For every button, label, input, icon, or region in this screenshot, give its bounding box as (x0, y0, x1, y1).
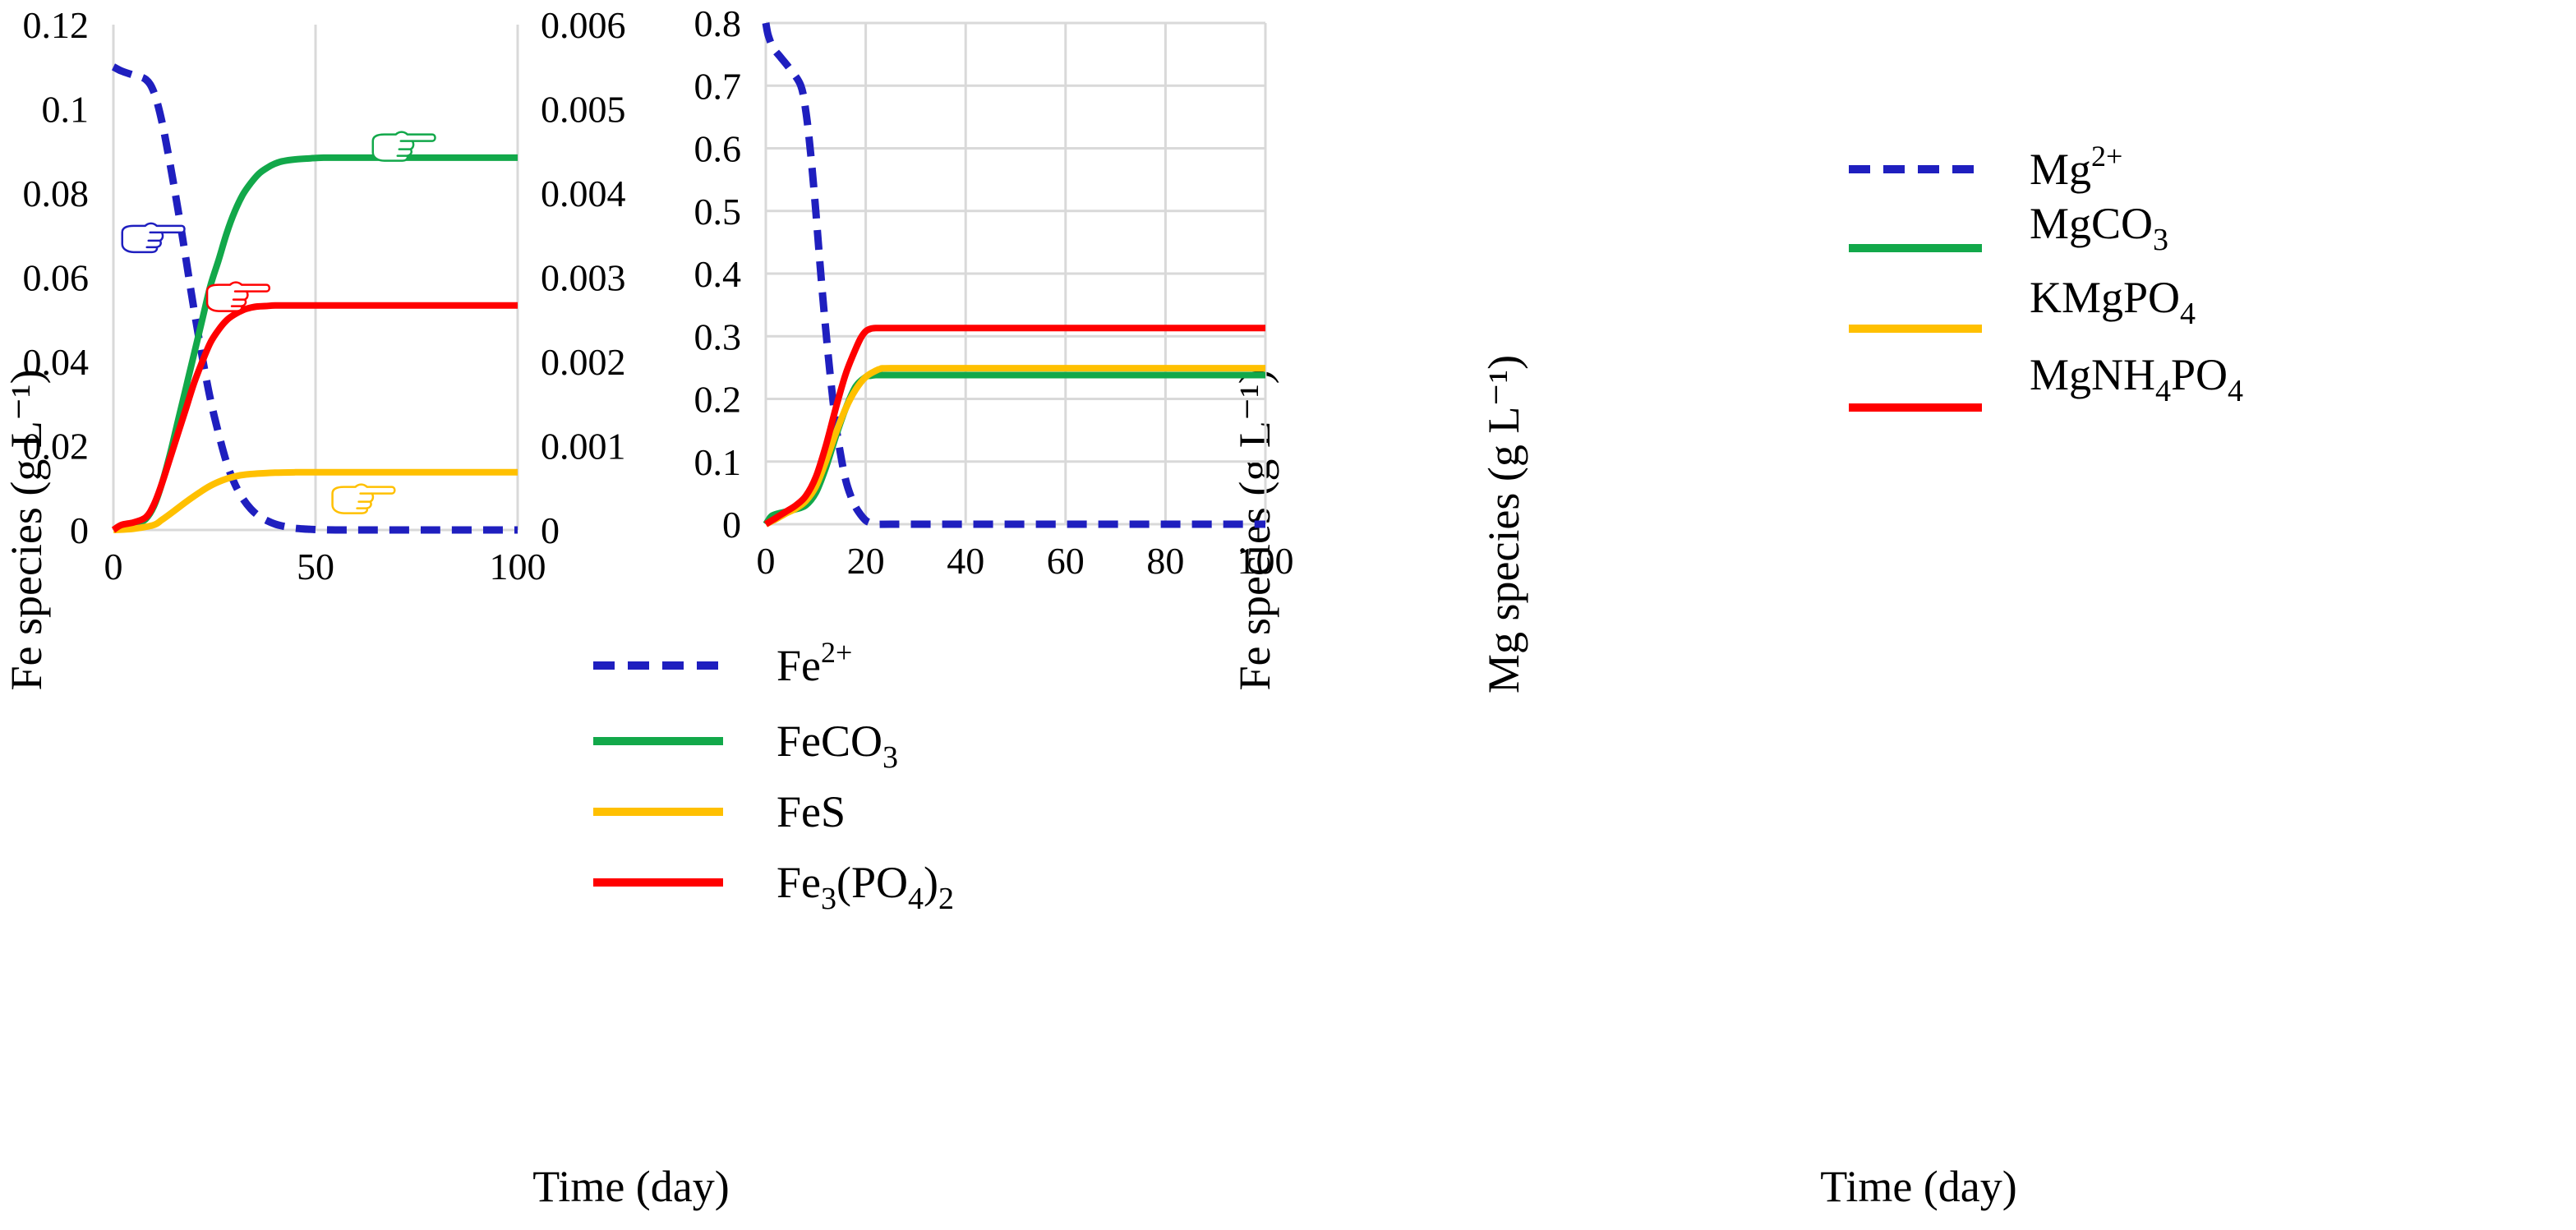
fe-x-tick-label-100: 100 (490, 546, 546, 587)
mg-gridlines (766, 21, 1267, 524)
legend-item-fes: FeS (593, 787, 846, 836)
legend-label-mg2plus: Mg2+ (2030, 140, 2122, 194)
fe-y-right-tick-label-0-003: 0.003 (541, 257, 626, 299)
mg-tick-labels: 0 20 40 60 80 100 0 0.1 0.2 0.3 0.4 0.5 0.6 0.7 0.8 (694, 2, 1294, 582)
fe-y-axis-title-left: Fe species (g L⁻¹) (2, 369, 51, 690)
mg-y-tick-label-0-2: 0.2 (694, 379, 742, 421)
series-line-fes (113, 468, 518, 533)
mg-y-tick-label-0: 0 (722, 504, 741, 546)
fe-y-tick-label-0-1: 0.1 (42, 89, 90, 131)
fe-x-tick-label-50: 50 (297, 546, 334, 587)
fe-y-tick-label-0-06: 0.06 (23, 257, 90, 299)
legend-label-fe2plus-main: Fe (776, 641, 821, 690)
fe-y-right-tick-label-0-001: 0.001 (541, 426, 626, 468)
fe-x-axis-title: Time (day) (532, 1162, 730, 1211)
legend-label-feco3-main: FeCO (776, 716, 882, 766)
fe-y-right-tick-label-0-006: 0.006 (541, 4, 626, 46)
legend-label-mgco3: MgCO3 (2030, 199, 2168, 257)
legend-item-fe3po42: Fe3(PO4)2 (593, 858, 954, 916)
series-line-mg2 (762, 22, 1265, 528)
pointer-fes-icon (331, 483, 396, 514)
fe-gridlines (314, 25, 519, 530)
mg-x-tick-label-40: 40 (947, 540, 984, 582)
mg-x-tick-label-20: 20 (847, 540, 885, 582)
legend-label-feco3-sub: 3 (882, 740, 898, 775)
mg-y-tick-label-0-3: 0.3 (694, 316, 742, 357)
legend-label-feco3: FeCO3 (776, 716, 898, 775)
mg-y-tick-label-0-4: 0.4 (694, 253, 742, 295)
series-line-mgnh4po4 (763, 325, 1265, 527)
mg-y-tick-label-0-8: 0.8 (694, 2, 742, 44)
mg-y-tick-label-0-7: 0.7 (694, 65, 742, 107)
legend-label-fes: FeS (776, 787, 846, 836)
legend-label-fe2plus-sup: 2+ (821, 636, 852, 669)
fe-tick-labels: 0 50 10000.020.040.060.080.10.1200.0010.00… (23, 4, 626, 587)
legend-item-kmgpo4: KMgPO4 (1849, 273, 2196, 333)
legend-label-fe3po42: Fe3(PO4)2 (776, 858, 954, 916)
fe-y-tick-label-0-08: 0.08 (23, 173, 90, 214)
fe-series-group (111, 63, 518, 534)
legend-item-mg2plus: Mg2+ (1849, 140, 2122, 194)
legend-item-feco3: FeCO3 (593, 716, 898, 775)
fe-x-tick-label-0: 0 (104, 546, 123, 587)
fe-y-tick-label-0: 0 (70, 509, 89, 551)
fe-y-tick-label-0-02: 0.02 (23, 426, 90, 468)
fe-pointer-annotations (121, 131, 436, 514)
pointer-fe2plus-icon (121, 222, 186, 254)
fe-y-right-tick-label-0: 0 (541, 509, 560, 551)
fe-y-right-tick-label-0-004: 0.004 (541, 173, 626, 214)
legend-item-mgnh4po4: MgNH4PO4 (1849, 350, 2243, 412)
mg-y-tick-label-0-6: 0.6 (694, 128, 742, 170)
mg-series-group (762, 22, 1266, 528)
fe-legend: Fe2+ FeCO3 FeS Fe3(PO4)2 (593, 636, 954, 916)
legend-item-fe2plus: Fe2+ (593, 636, 852, 690)
legend-label-mgnh4po4: MgNH4PO4 (2030, 350, 2243, 408)
fe-axes (112, 25, 518, 532)
series-line-fe3-po4-2 (111, 302, 518, 533)
mg-y-tick-label-0-1: 0.1 (694, 441, 742, 483)
mg-chart: 0 20 40 60 80 100 0 0.1 0.2 0.3 0.4 0.5 0.6 0.7 0.8 Ti… (694, 2, 2244, 1211)
mg-x-tick-label-0: 0 (757, 540, 776, 582)
legend-label-kmgpo4: KMgPO4 (2030, 273, 2196, 331)
fe-y-axis-title-right: Fe species (g L⁻¹) (1230, 369, 1279, 690)
fe-y-right-tick-label-0-002: 0.002 (541, 341, 626, 383)
mg-x-tick-label-60: 60 (1047, 540, 1085, 582)
fe-y-tick-label-0-12: 0.12 (23, 4, 90, 46)
legend-label-fe2plus: Fe2+ (776, 636, 852, 690)
mg-x-tick-label-100: 100 (1237, 540, 1294, 582)
mg-x-axis-title: Time (day) (1820, 1162, 2017, 1211)
fe-y-right-tick-label-0-005: 0.005 (541, 89, 626, 131)
mg-x-tick-label-80: 80 (1146, 540, 1184, 582)
mg-legend: Mg2+ MgCO3 KMgPO4 MgNH4PO4 (1849, 140, 2243, 412)
mg-y-axis-title: Mg species (g L⁻¹) (1479, 355, 1528, 693)
fe-y-tick-label-0-04: 0.04 (23, 341, 90, 383)
pointer-feco3-icon (371, 131, 436, 162)
fe-chart: 0 50 10000.020.040.060.080.10.1200.0010.00… (2, 4, 1279, 1211)
mg-y-tick-label-0-5: 0.5 (694, 191, 742, 233)
legend-item-mgco3: MgCO3 (1849, 199, 2168, 257)
pointer-fe3po42-icon (205, 281, 271, 312)
